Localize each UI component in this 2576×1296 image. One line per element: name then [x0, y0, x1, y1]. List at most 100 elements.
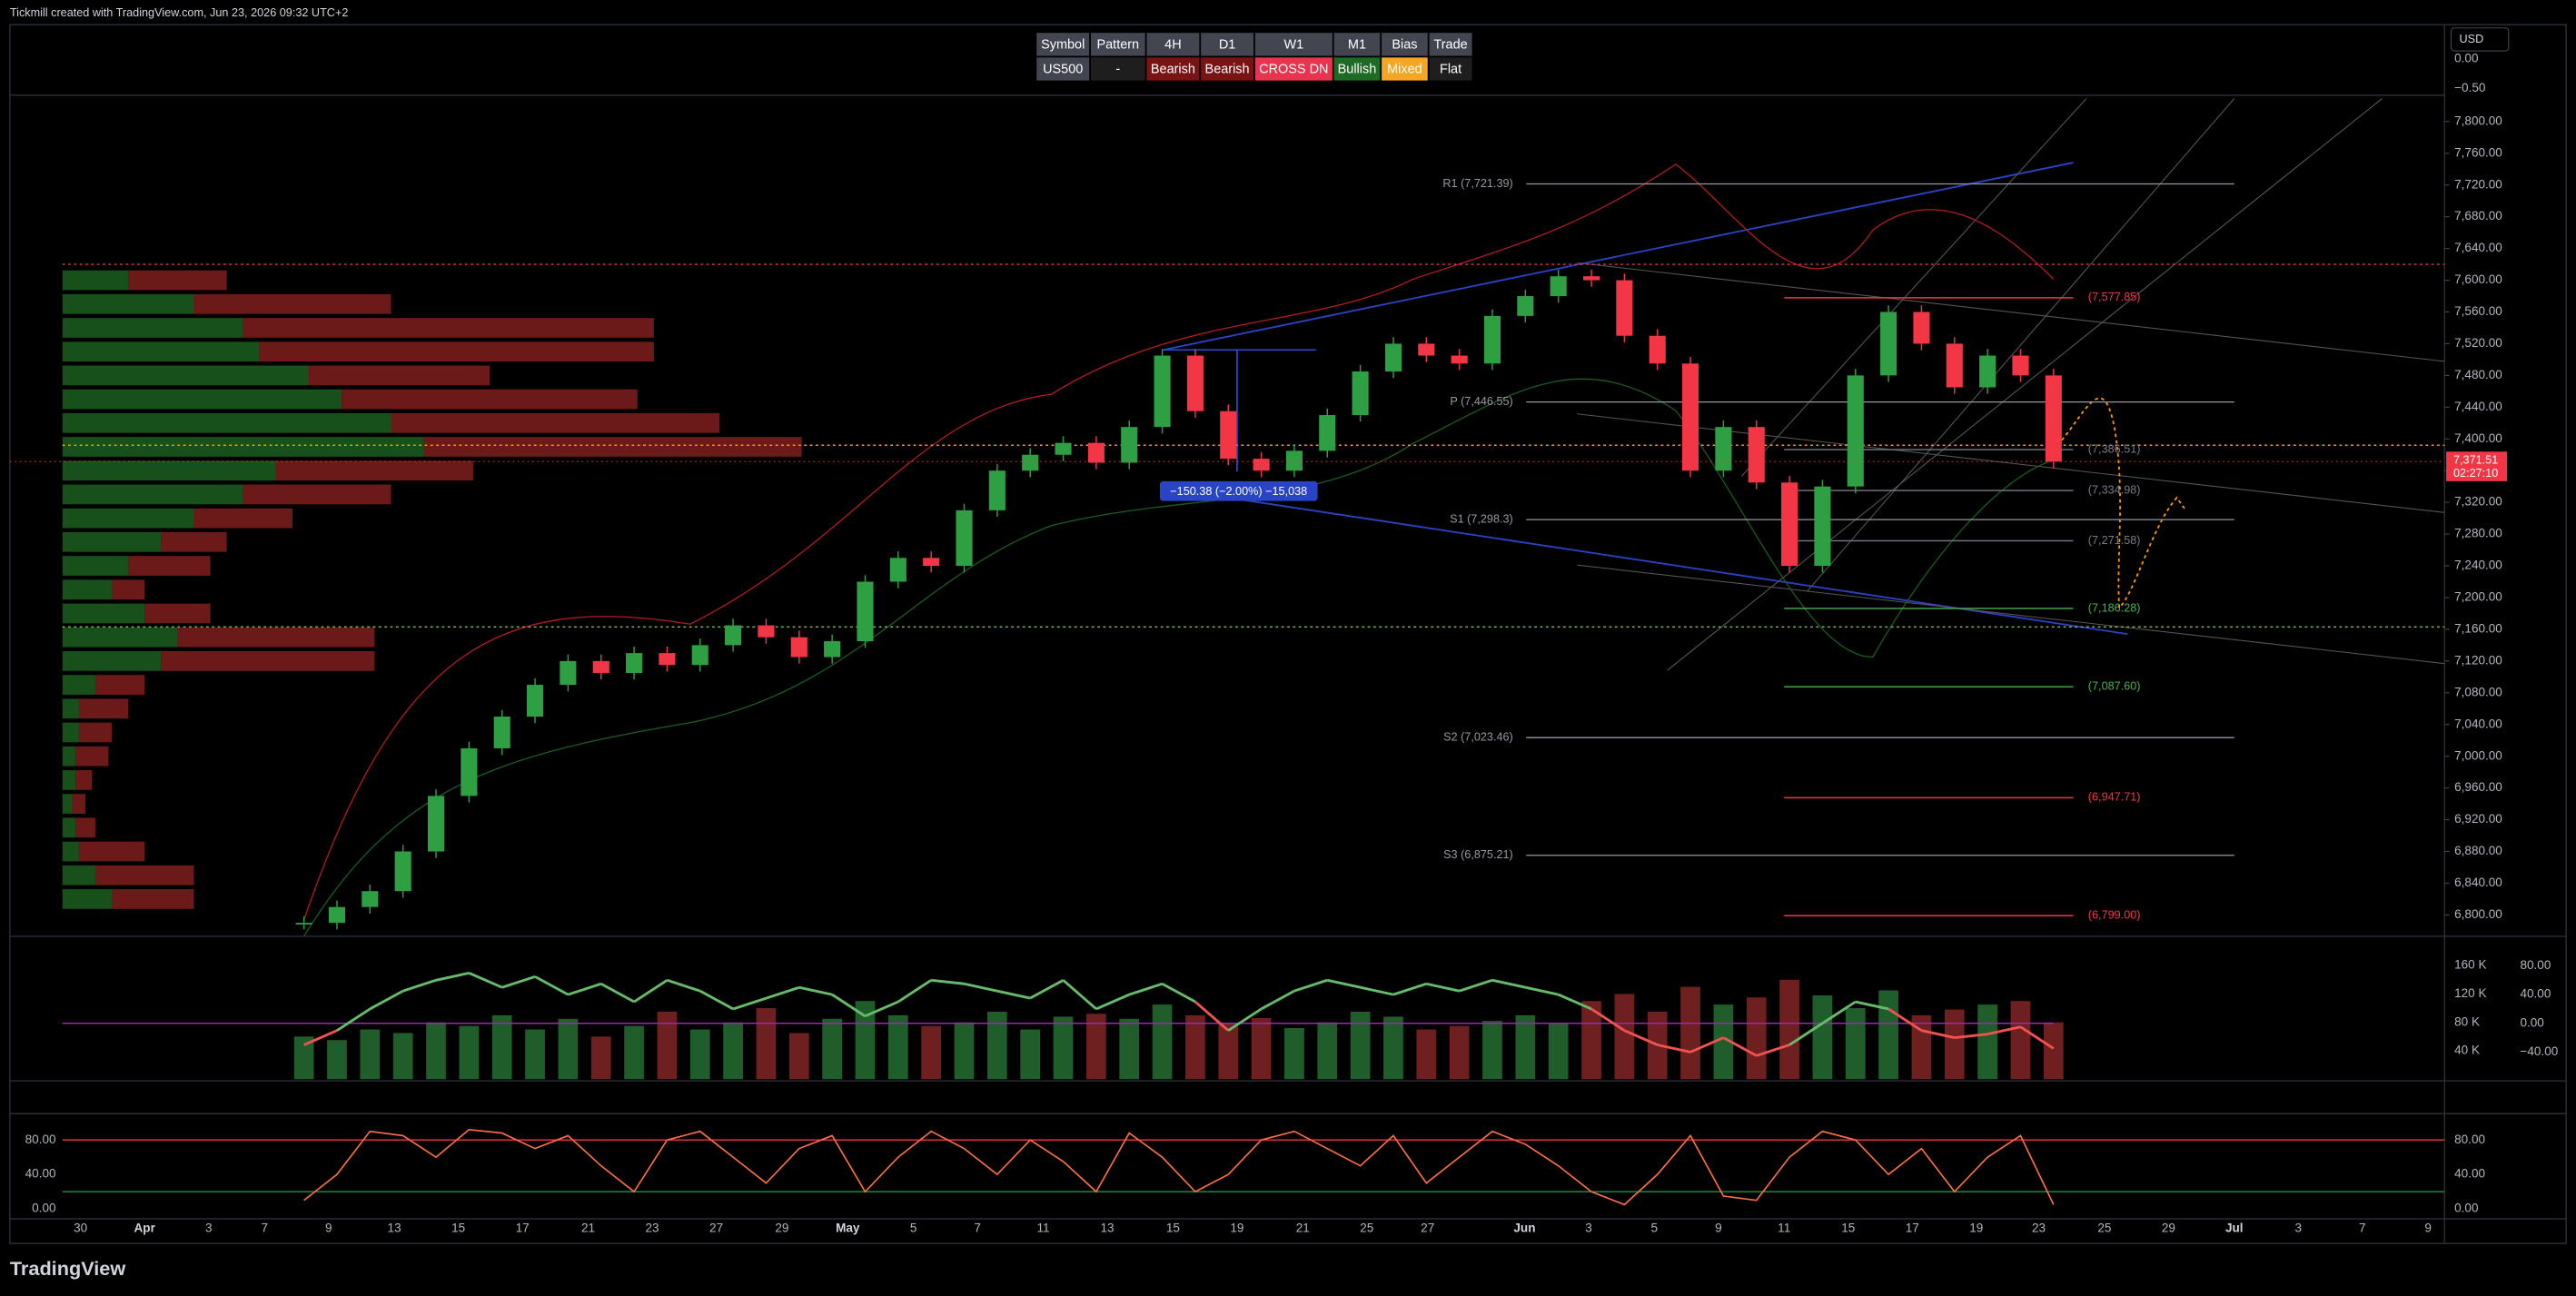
- channel-line: [1577, 564, 2445, 665]
- oscillator-segment: [1821, 1000, 1857, 1024]
- oscillator-segment: [2019, 1025, 2055, 1050]
- volume-bar: [1350, 1011, 1371, 1080]
- profile-sell: [161, 651, 375, 671]
- stoch-line: [303, 1128, 2055, 1206]
- candle: [1087, 442, 1105, 463]
- table-cell: [1146, 57, 1200, 81]
- oscillator-segment: [831, 993, 867, 1018]
- profile-sell: [75, 746, 109, 767]
- x-tick-label: 13: [388, 1221, 401, 1234]
- oscillator-segment: [633, 979, 669, 1004]
- candle: [1550, 276, 1567, 297]
- channel-line: [1577, 262, 2445, 362]
- table-value: -: [1115, 63, 1120, 77]
- profile-buy: [62, 556, 129, 576]
- plot: R1 (7,721.39) P (7,446.55) S1 (7,298.3) S2 …: [9, 33, 2558, 1234]
- candle: [988, 470, 1006, 510]
- volume-bar: [788, 1033, 809, 1080]
- volume-bar: [1614, 994, 1635, 1080]
- profile-sell: [144, 603, 211, 624]
- oscillator-segment: [1425, 982, 1460, 993]
- volume-bar: [426, 1022, 446, 1080]
- volume-bar: [459, 1025, 480, 1080]
- candle: [1781, 482, 1798, 567]
- oscillator-segment: [1986, 1025, 2021, 1036]
- candle: [1517, 296, 1534, 316]
- y-tick-label: 6,960.00: [2454, 780, 2502, 794]
- x-tick-label: 5: [1651, 1221, 1659, 1234]
- oscillator-segment: [1293, 978, 1328, 993]
- x-tick-label: 7: [261, 1221, 268, 1234]
- oscillator-segment: [1525, 985, 1559, 996]
- volume-bar: [525, 1029, 545, 1080]
- measure-box: [1159, 480, 1318, 501]
- oscillator-segment: [1095, 993, 1130, 1011]
- y-tick-label: 7,240.00: [2454, 559, 2502, 572]
- oscillator-segment: [435, 971, 470, 982]
- oscillator-segment: [1887, 1007, 1923, 1032]
- y-tick-label: 7,320.00: [2454, 495, 2502, 509]
- profile-sell: [259, 341, 654, 362]
- volume-bar: [1284, 1027, 1304, 1080]
- currency[interactable]: USD: [2460, 33, 2484, 45]
- y-tick-label: 6,840.00: [2454, 876, 2502, 889]
- candle: [1682, 363, 1699, 471]
- profile-sell: [193, 293, 391, 314]
- candle: [1715, 427, 1732, 471]
- profile-buy: [62, 841, 79, 862]
- table-header-cell: [1382, 33, 1428, 56]
- candle: [1253, 459, 1270, 471]
- oscillator-segment: [1360, 985, 1394, 996]
- candle: [923, 558, 940, 567]
- profile-sell: [309, 365, 490, 386]
- oscillator-segment: [1194, 1000, 1230, 1032]
- y-tick-label: 6,880.00: [2454, 844, 2502, 857]
- profile-buy: [62, 579, 113, 600]
- volume-bar: [1416, 1029, 1437, 1080]
- y-tick-label: 7,080.00: [2454, 685, 2502, 698]
- candle: [1748, 427, 1765, 483]
- volume-bar: [360, 1029, 381, 1080]
- candle: [1418, 343, 1435, 356]
- x-tick-label: 29: [775, 1221, 788, 1234]
- volume-bar: [1251, 1017, 1272, 1080]
- oscillator-segment: [1128, 982, 1164, 996]
- table-header: Trade: [1433, 38, 1467, 53]
- volume-bar: [1185, 1014, 1205, 1080]
- candle: [1384, 343, 1402, 372]
- candle: [1186, 355, 1204, 411]
- candle: [956, 509, 973, 567]
- oscillator-tick-label: −40.00: [2520, 1044, 2558, 1058]
- profile-sell: [72, 794, 86, 814]
- stoch-tick-label: 0.00: [32, 1202, 55, 1215]
- volume-bar: [1053, 1016, 1074, 1080]
- pivot-label: S2 (7,023.46): [1443, 731, 1513, 744]
- y-tick-label: 7,680.00: [2454, 209, 2502, 223]
- oscillator-segment: [996, 989, 1031, 1000]
- table-cell: [1201, 57, 1254, 81]
- volume-bar: [822, 1018, 842, 1080]
- oscillator-segment: [1062, 979, 1097, 1011]
- oscillator-segment: [1855, 1000, 1889, 1011]
- candle: [1582, 276, 1600, 281]
- countdown: 02:27:10: [2453, 467, 2498, 480]
- volume-bar: [1383, 1016, 1403, 1080]
- table-header: M1: [1348, 38, 1366, 53]
- profile-buy: [62, 341, 260, 362]
- volume-bar: [293, 1036, 314, 1080]
- x-tick-label: 23: [2032, 1221, 2046, 1234]
- table-header-cell: [1146, 33, 1200, 56]
- volume-bar: [1812, 994, 1833, 1080]
- currency-button[interactable]: [2450, 27, 2510, 52]
- volume-bar: [491, 1014, 512, 1080]
- profile-sell: [243, 318, 654, 338]
- volume-bar: [1548, 1024, 1569, 1080]
- oscillator-segment: [1326, 978, 1361, 989]
- profile-buy: [62, 794, 73, 814]
- profile-sell: [177, 627, 375, 648]
- oscillator-segment: [1590, 1007, 1626, 1032]
- volume-bar: [1746, 997, 1767, 1080]
- candle: [758, 625, 775, 638]
- channel-line: [1667, 98, 2383, 671]
- volume-bar: [1878, 990, 1898, 1080]
